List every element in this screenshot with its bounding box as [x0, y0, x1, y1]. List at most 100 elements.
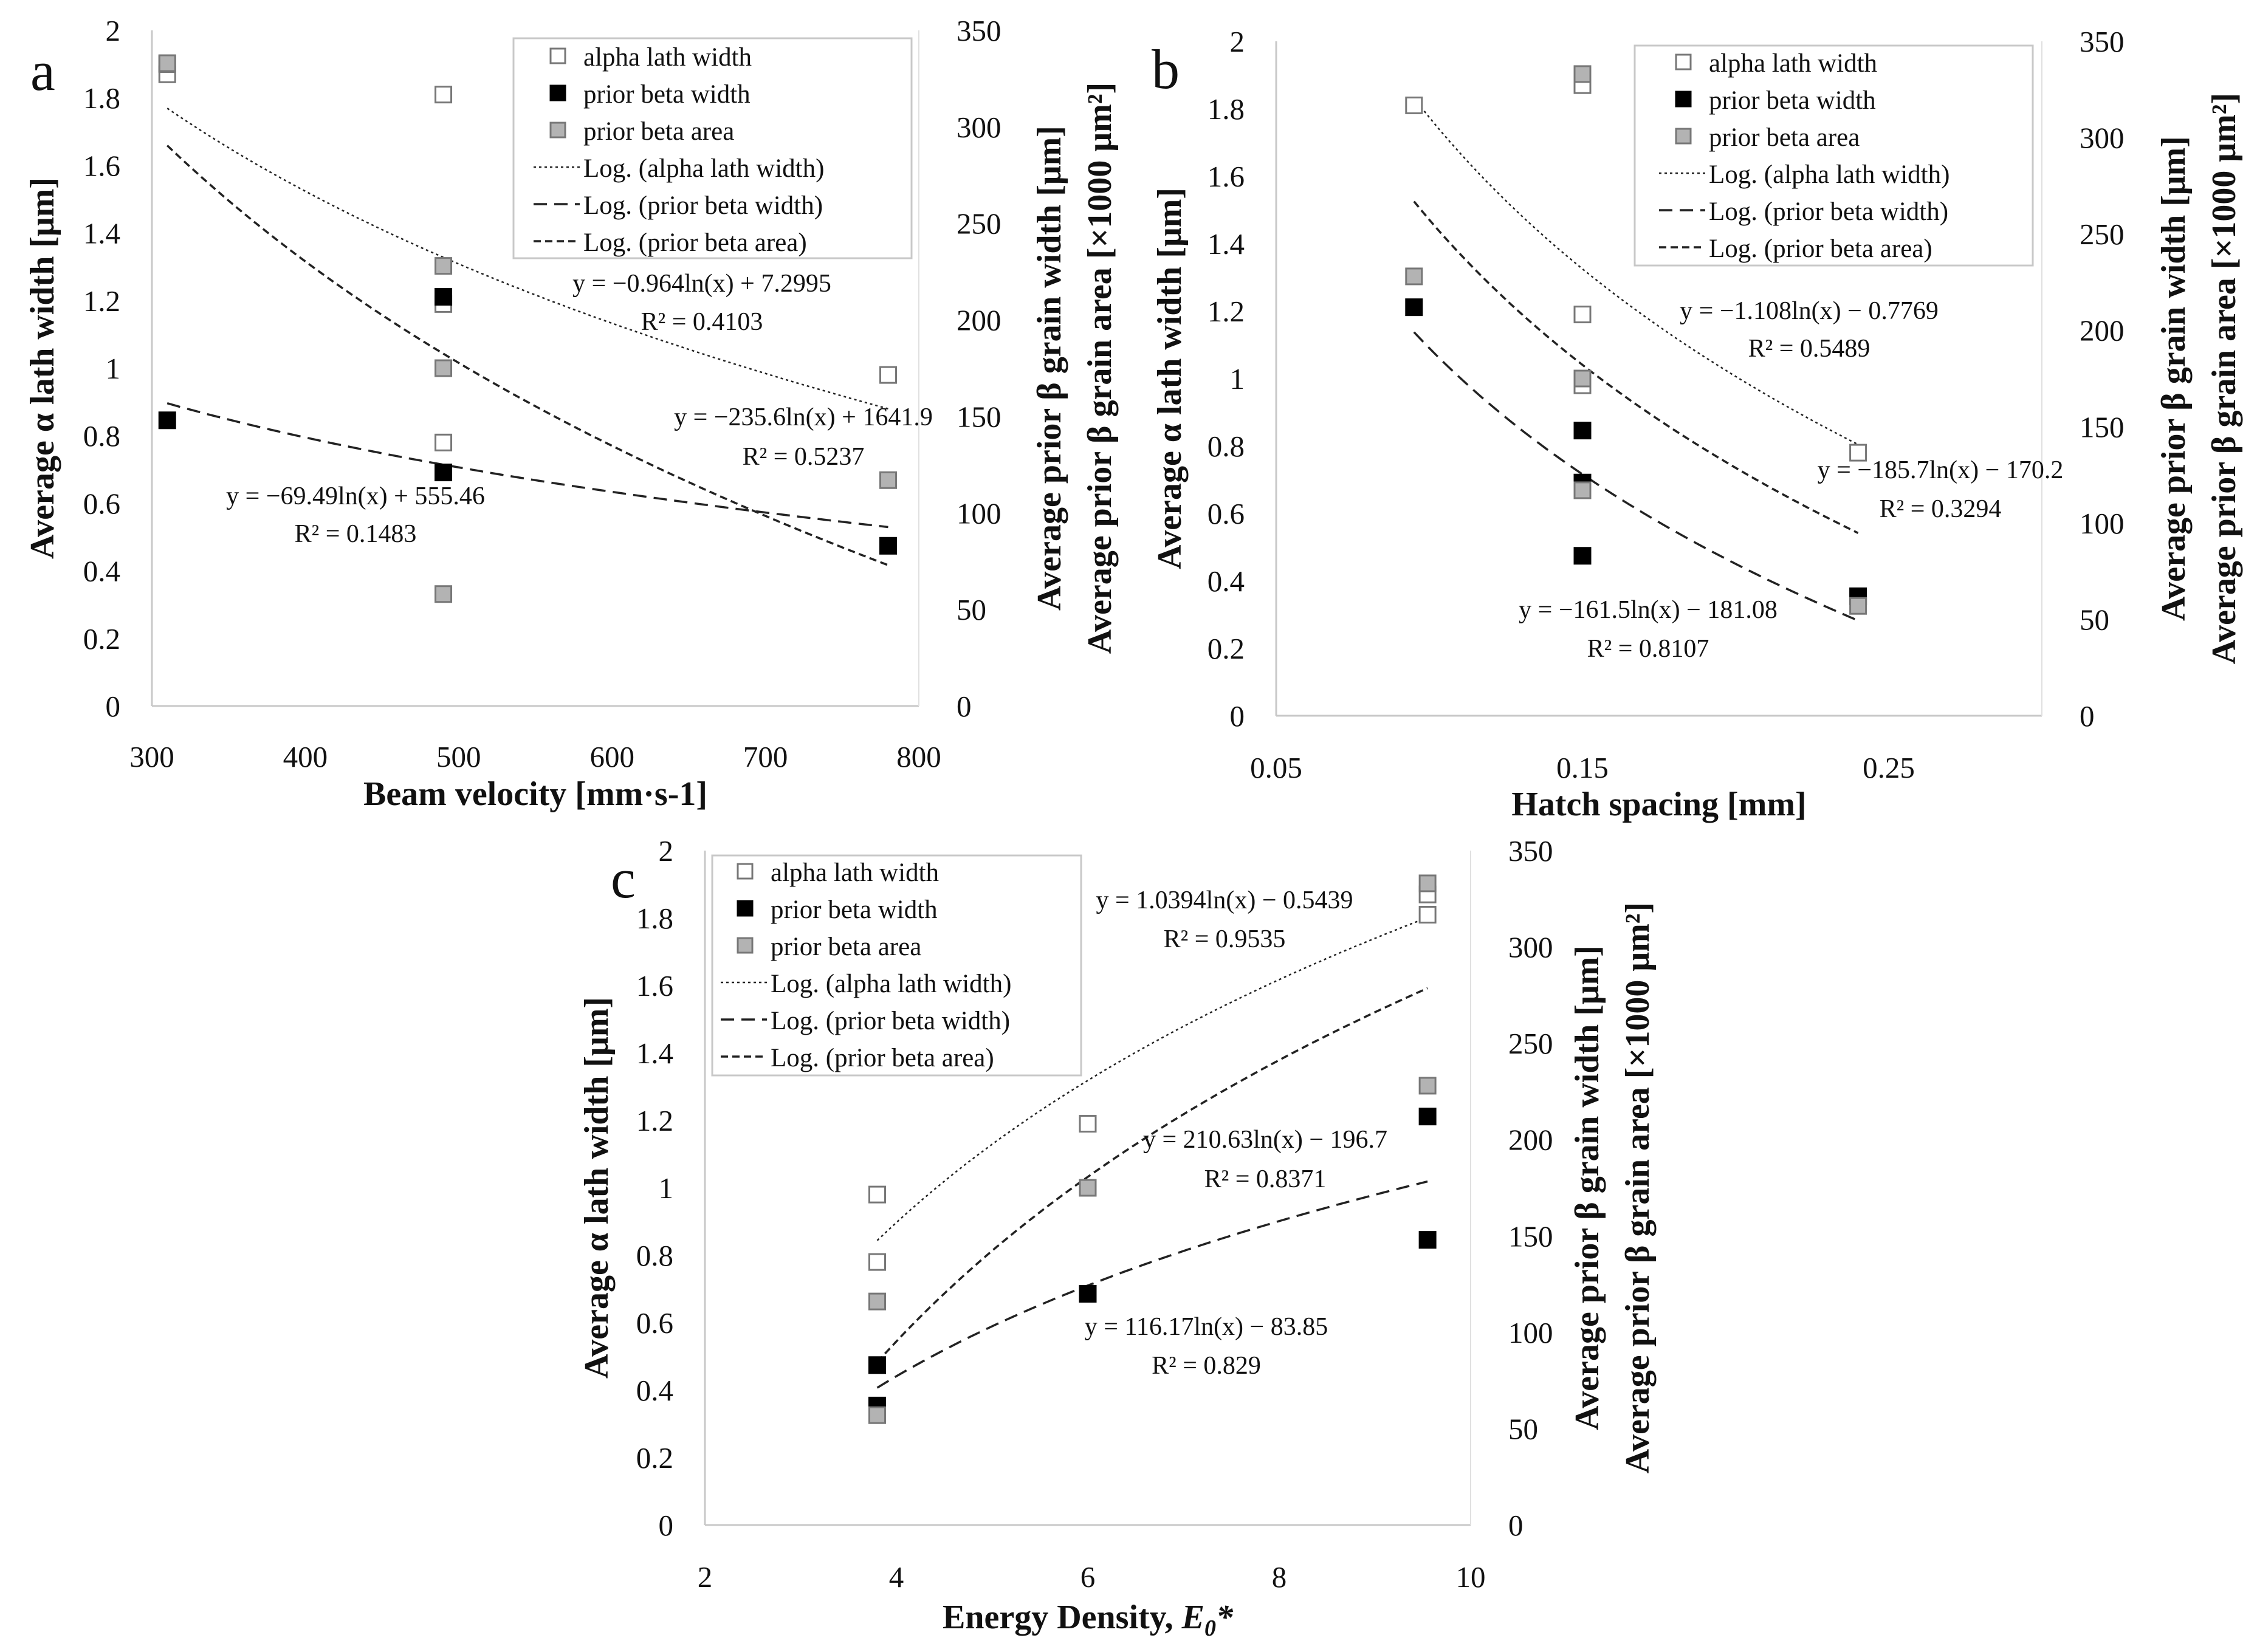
y2-tick-label: 150: [1508, 1219, 1553, 1253]
y2-tick-label: 200: [2080, 314, 2125, 348]
data-point-black: [1079, 1284, 1097, 1303]
panel-letter: b: [1152, 38, 1180, 100]
trendline-equation: y = −0.964ln(x) + 7.2995: [572, 270, 831, 298]
panel-a: 300 400 500 600 700 80000.20.40.60.811.21.41.…: [24, 14, 1119, 813]
y2-tick-label: 0: [957, 690, 972, 723]
y2-tick-label: 150: [2080, 410, 2125, 444]
data-point-grey: [158, 54, 176, 72]
trendline-equation: y = 116.17ln(x) − 83.85: [1085, 1313, 1328, 1341]
y-tick-label: 1.2: [83, 284, 120, 318]
trendline-short-dashed: [876, 987, 1428, 1363]
legend-marker-grey: [549, 122, 566, 139]
data-point-white: [1849, 444, 1867, 462]
y2-tick-label: 100: [1508, 1316, 1553, 1349]
x-axis-label: Beam velocity [mm·s-1]: [363, 775, 707, 813]
y2-axis-label-width: Average prior β grain width [μm]: [1031, 126, 1068, 611]
y-tick-label: 0.4: [83, 555, 120, 588]
trendline-dashed: [876, 1180, 1428, 1389]
y-tick-label: 0: [659, 1509, 674, 1542]
x-tick-label: 600: [589, 740, 634, 773]
y2-tick-label: 200: [957, 304, 1001, 337]
y2-tick-label: 300: [957, 111, 1001, 144]
trendline-dotted: [167, 108, 888, 410]
y-tick-label: 0.2: [1208, 632, 1245, 665]
legend-marker-black: [1675, 91, 1692, 108]
y-tick-label: 0: [1230, 699, 1245, 733]
trendline-r-squared: R² = 0.1483: [295, 520, 417, 548]
trendline-equation: y = 210.63ln(x) − 196.7: [1143, 1126, 1387, 1154]
legend-box: [1633, 44, 2034, 267]
trendline-short-dashed: [166, 145, 889, 566]
y-tick-label: 1: [106, 352, 121, 385]
y-tick-label: 2: [1230, 25, 1245, 58]
data-point-grey: [868, 1406, 886, 1424]
trendline-dotted: [1413, 97, 1859, 445]
y2-tick-label: 100: [957, 496, 1001, 530]
trendline-r-squared: R² = 0.8371: [1204, 1165, 1327, 1193]
x-axis-label: Energy Density, E0*: [943, 1599, 1234, 1641]
y2-tick-label: 350: [2080, 25, 2125, 58]
data-point-white: [435, 86, 453, 104]
y-tick-label: 1.4: [636, 1037, 673, 1070]
y2-tick-label: 0: [1508, 1509, 1524, 1542]
y-tick-label: 0.2: [83, 622, 120, 656]
y-tick-label: 0.6: [83, 487, 120, 520]
x-tick-label: 8: [1272, 1560, 1287, 1594]
y2-tick-label: 200: [1508, 1123, 1553, 1157]
data-point-white: [879, 366, 898, 384]
legend-label: prior beta area: [1709, 123, 1860, 152]
legend-label: Log. (prior beta area): [583, 228, 807, 257]
x-tick-label: 4: [889, 1560, 904, 1594]
y-tick-label: 0.8: [83, 419, 120, 453]
legend-label: alpha lath width: [583, 43, 752, 72]
y-tick-label: 2: [659, 834, 674, 868]
x-axis-label-star: *: [1216, 1599, 1234, 1636]
trendline-r-squared: R² = 0.3294: [1880, 495, 2002, 523]
trendline-r-squared: R² = 0.9535: [1164, 925, 1286, 953]
x-axis-label-symbol: E: [1181, 1599, 1204, 1636]
x-tick-label: 400: [283, 740, 328, 773]
trendline-r-squared: R² = 0.5489: [1748, 335, 1871, 363]
data-point-grey: [435, 359, 453, 377]
y2-tick-label: 50: [2080, 603, 2109, 636]
y2-tick-label: 50: [1508, 1412, 1538, 1445]
data-point-grey: [1573, 369, 1592, 388]
data-point-grey: [868, 1292, 886, 1311]
y-tick-label: 1.6: [83, 149, 120, 182]
panel-b: 0.05 0.15 0.2500.20.40.60.811.21.41.61.820…: [1151, 25, 2243, 823]
y-tick-label: 1: [659, 1171, 674, 1205]
legend-box: [512, 37, 913, 259]
data-point-grey: [1405, 267, 1423, 286]
y2-tick-label: 300: [1508, 931, 1553, 964]
x-tick-label: 0.15: [1556, 751, 1609, 784]
y2-tick-label: 250: [957, 207, 1001, 241]
y-tick-label: 1.2: [1208, 295, 1245, 328]
legend-label: prior beta width: [1709, 86, 1876, 115]
legend-marker-white: [1675, 53, 1692, 70]
trendline-r-squared: R² = 0.829: [1152, 1352, 1261, 1380]
trendline-equation: y = −69.49ln(x) + 555.46: [226, 482, 485, 510]
y-tick-label: 0.8: [636, 1239, 673, 1272]
data-point-white: [435, 433, 453, 451]
y-tick-label: 2: [106, 14, 121, 47]
y2-axis-label-width: Average prior β grain width [μm]: [1568, 945, 1606, 1430]
trendline-r-squared: R² = 0.5237: [743, 443, 865, 471]
y-tick-label: 1.8: [1208, 92, 1245, 126]
y-tick-label: 0.8: [1208, 430, 1245, 463]
y-tick-label: 1.4: [83, 217, 120, 250]
data-point-black: [1418, 1231, 1437, 1249]
y-tick-label: 0.4: [636, 1374, 673, 1407]
y-tick-label: 0: [106, 690, 121, 723]
legend-label: Log. (prior beta area): [1709, 235, 1932, 263]
trendline-equation: y = −161.5ln(x) − 181.08: [1519, 596, 1778, 624]
y-tick-label: 1.2: [636, 1104, 673, 1137]
data-point-white: [868, 1185, 886, 1204]
legend-label: Log. (prior beta width): [583, 191, 823, 220]
x-tick-label: 10: [1456, 1560, 1486, 1594]
x-tick-label: 0.05: [1250, 751, 1302, 784]
y-tick-label: 0.6: [1208, 497, 1245, 530]
legend-marker-grey: [1675, 128, 1692, 145]
legend-box: [711, 854, 1082, 1077]
y2-axis-label-area: Average prior β grain area [×1000 μm²]: [2205, 93, 2243, 664]
y-tick-label: 0.2: [636, 1441, 673, 1475]
